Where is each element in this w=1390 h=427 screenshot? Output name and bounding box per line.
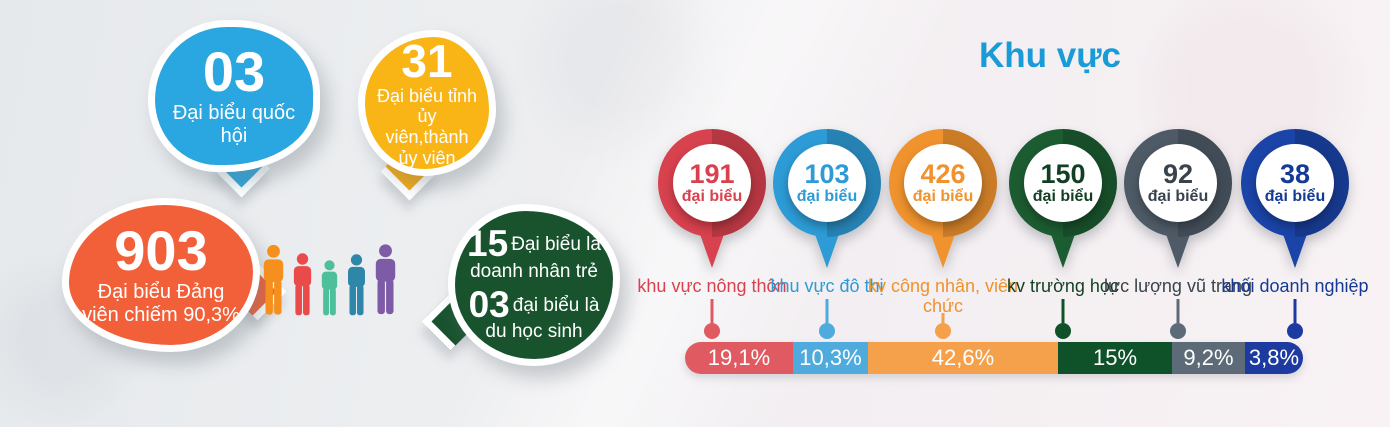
pin-connector-line	[1176, 299, 1180, 323]
stat-bubble-dang-vien: 903 Đại biểu Đảng viên chiếm 90,3%	[62, 198, 260, 352]
pin-badge: 38 đại biểu	[1256, 144, 1334, 222]
stat-row: 15 Đại biểu là doanh nhân trẻ	[455, 224, 613, 285]
bar-segment-label: 42,6%	[931, 345, 995, 370]
pin-badge: 191 đại biểu	[673, 144, 751, 222]
bar-segment-label: 10,3%	[799, 345, 862, 370]
bar-segment-label: 9,2%	[1183, 345, 1234, 370]
stat-value: 31	[401, 34, 453, 87]
pin-badge: 426 đại biểu	[904, 144, 982, 222]
region-column-truong-hoc: 150 đại biểu kv trường học	[983, 0, 1143, 427]
pin-value: 92	[1162, 159, 1194, 190]
pin-connector-line	[1293, 299, 1297, 323]
percentage-bar: 19,1% 10,3% 42,6% 15% 9,2% 3,8%	[685, 342, 1303, 374]
bar-segment-label: 15%	[1092, 345, 1138, 370]
map-pin-icon: 38 đại biểu	[1241, 129, 1349, 237]
pin-connector-dot	[704, 323, 720, 339]
person-icon	[348, 254, 365, 316]
pin-connector-line	[710, 299, 714, 323]
stat-label: Đại biểu Đảng viên chiếm 90,3%	[82, 281, 240, 326]
pin-unit: đại biểu	[1264, 188, 1326, 206]
stat-value: 15	[467, 223, 509, 265]
pin-connector-dot	[1055, 323, 1071, 339]
stat-label: đại biểu là du học sinh	[485, 295, 600, 343]
pin-label: khu vực nông thôn	[637, 276, 787, 296]
bar-segment-label: 3,8%	[1248, 345, 1300, 370]
stat-row: 03 đại biểu là du học sinh	[455, 285, 613, 346]
pin-connector-dot	[819, 323, 835, 339]
stat-label: Đại biểu là doanh nhân trẻ	[470, 234, 601, 282]
pin-unit: đại biểu	[912, 188, 974, 206]
bar-segment-do-thi: 10,3%	[793, 342, 868, 374]
pin-connector-line	[941, 313, 945, 323]
pin-value: 426	[920, 159, 966, 190]
person-icon	[293, 253, 312, 316]
map-pin-icon: 426 đại biểu	[889, 129, 997, 237]
stat-label: Đại biểu quốc hội	[172, 102, 296, 147]
stat-value: 03	[202, 40, 266, 103]
pin-connector-dot	[1287, 323, 1303, 339]
pin-connector-line	[1061, 299, 1065, 323]
stat-bubble-doanh-nhan-tre: 15 Đại biểu là doanh nhân trẻ 03 đại biểu …	[448, 204, 620, 366]
stat-label: Đại biểu tỉnh ủy viên,thành ủy viên	[376, 85, 478, 168]
map-pin-icon: 150 đại biểu	[1009, 129, 1117, 237]
pin-connector-dot	[1170, 323, 1186, 339]
person-icon	[263, 244, 284, 315]
region-column-cong-nhan: 426 đại biểu kv công nhân, viên chức	[863, 0, 1023, 427]
stat-value: 03	[468, 284, 510, 325]
pin-badge: 103 đại biểu	[788, 144, 866, 222]
pin-label: kv trường học	[1007, 276, 1119, 296]
pin-unit: đại biểu	[1032, 188, 1094, 206]
pin-value: 191	[689, 159, 735, 190]
pin-connector-line	[825, 299, 829, 323]
bar-segment-vu-trang: 9,2%	[1172, 342, 1245, 374]
pin-badge: 150 đại biểu	[1024, 144, 1102, 222]
map-pin-icon: 103 đại biểu	[773, 129, 881, 237]
region-column-vu-trang: 92 đại biểu lực lượng vũ trang	[1098, 0, 1258, 427]
stat-bubble-tinh-uy: 31 Đại biểu tỉnh ủy viên,thành ủy viên	[358, 30, 496, 176]
map-pin-icon: 92 đại biểu	[1124, 129, 1232, 237]
pin-label: kv công nhân, viên chức	[867, 276, 1019, 316]
pin-value: 150	[1040, 159, 1086, 190]
person-icon	[375, 244, 396, 315]
person-icon	[321, 260, 338, 316]
region-chart-title: Khu vực	[978, 36, 1122, 75]
map-pin-icon: 191 đại biểu	[658, 129, 766, 237]
bar-segment-truong-hoc: 15%	[1058, 342, 1172, 374]
pin-badge: 92 đại biểu	[1139, 144, 1217, 222]
pin-label: khối doanh nghiệp	[1221, 276, 1369, 296]
pin-label: lực lượng vũ trang	[1104, 276, 1252, 296]
bar-segment-label: 19,1%	[707, 345, 771, 370]
pin-unit: đại biểu	[796, 188, 858, 206]
region-column-doanh-nghiep: 38 đại biểu khối doanh nghiệp	[1215, 0, 1375, 427]
stat-bubble-quoc-hoi: 03 Đại biểu quốc hội	[148, 20, 320, 172]
pin-value: 103	[804, 159, 850, 190]
region-column-nong-thon: 191 đại biểu khu vực nông thôn	[632, 0, 792, 427]
pin-label: khu vực đô thị	[770, 276, 884, 296]
pin-value: 38	[1279, 159, 1311, 190]
bar-segment-doanh-nghiep: 3,8%	[1245, 342, 1303, 374]
pin-unit: đại biểu	[681, 188, 743, 206]
region-column-do-thi: 103 đại biểu khu vực đô thị	[747, 0, 907, 427]
pin-connector-dot	[935, 323, 951, 339]
bar-segment-cong-nhan: 42,6%	[868, 342, 1058, 374]
bar-segment-nong-thon: 19,1%	[685, 342, 793, 374]
people-pictogram	[260, 240, 408, 316]
stat-value: 903	[114, 219, 208, 282]
pin-unit: đại biểu	[1147, 188, 1209, 206]
